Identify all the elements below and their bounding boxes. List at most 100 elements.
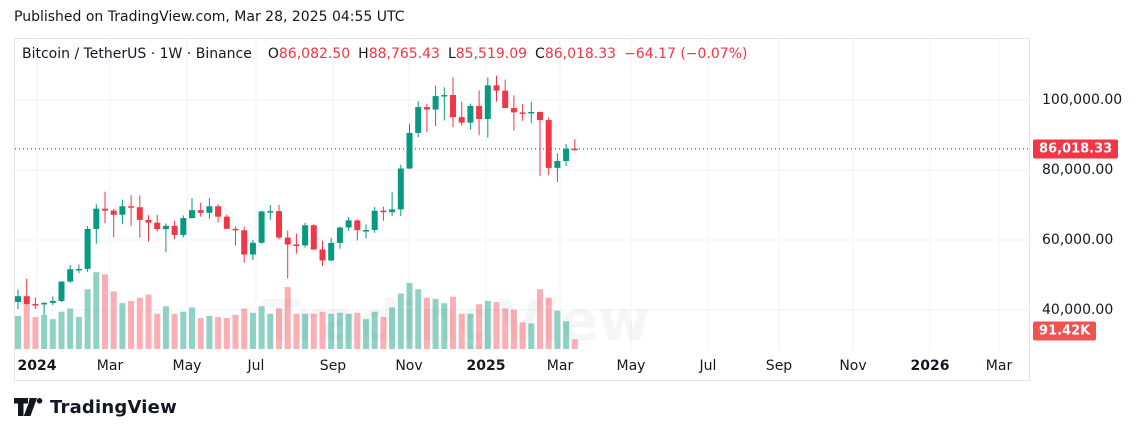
volume-bar [84, 289, 91, 349]
price-scale[interactable]: 86,018.33 91.42K 100,000.00 80,000.00 60,0… [1030, 38, 1143, 381]
time-tick-label: 2025 [466, 358, 506, 374]
volume-bar [128, 301, 135, 349]
candle-body [102, 208, 108, 211]
time-tick-label: May [172, 358, 202, 374]
volume-bar [328, 313, 335, 349]
candle-body [154, 222, 161, 230]
candle-body [58, 281, 65, 301]
time-tick-label: Nov [395, 358, 423, 374]
candle-body [510, 108, 517, 113]
volume-bar [154, 313, 161, 349]
time-tick-label: Nov [839, 358, 867, 374]
volume-bar [67, 308, 74, 349]
candle-body [484, 85, 491, 120]
time-tick-label: Jul [699, 358, 717, 374]
volume-bar [197, 318, 204, 349]
ohlc-label-o: O [267, 46, 279, 62]
chart-panel-border [14, 38, 1030, 381]
candle-body [415, 107, 422, 133]
price-tick-label: 60,000.00 [1042, 232, 1114, 248]
ohlc-value-c: 86,018.33 [544, 46, 617, 62]
price-tick-label: 80,000.00 [1042, 162, 1114, 178]
volume-bar [563, 321, 570, 349]
candle-body [180, 218, 187, 235]
candle-body [389, 209, 396, 213]
volume-bar [571, 339, 578, 349]
volume-bar [545, 297, 552, 349]
volume-bar [363, 319, 369, 349]
time-tick-label: Mar [985, 358, 1013, 374]
volume-bar [458, 313, 465, 349]
volume-bar [502, 308, 509, 349]
candle-body [241, 230, 248, 255]
candle-body [267, 211, 274, 213]
candle-body [319, 249, 326, 261]
candle-body [310, 225, 317, 250]
volume-bar [75, 317, 82, 349]
time-scale[interactable]: 2024 Mar May Jul Sep Nov 2025 Mar May Jul Sep Nov 20… [14, 356, 1030, 380]
volume-bar [293, 313, 300, 349]
time-tick-label: Sep [765, 358, 793, 374]
candle-body [528, 111, 535, 114]
volume-bar [223, 318, 230, 349]
candle-body [276, 211, 282, 238]
volume-bar [180, 311, 187, 349]
volume-bar [267, 313, 274, 349]
volume-bar [276, 308, 282, 349]
time-tick-label: 2024 [17, 358, 57, 374]
volume-bar [136, 297, 143, 349]
candle-body [397, 168, 404, 210]
volume-bar [258, 306, 265, 349]
volume-bar [537, 289, 543, 349]
volume-bar [119, 303, 126, 349]
candle-body [284, 237, 291, 245]
candle-body [119, 206, 126, 215]
candle-body [441, 95, 448, 97]
candle-body [458, 117, 465, 123]
volume-bar [215, 317, 222, 349]
volume-bar [380, 317, 387, 349]
volume-bar [110, 291, 117, 349]
candle-body [23, 296, 30, 305]
volume-bar [302, 313, 309, 349]
volume-bar [241, 308, 248, 349]
candle-body [223, 216, 230, 229]
volume-bar [493, 302, 500, 349]
candle-body [571, 148, 578, 151]
symbol-title[interactable]: Bitcoin / TetherUS · 1W · Binance [22, 46, 252, 62]
candle-body [354, 220, 361, 231]
tradingview-logo-text[interactable]: TradingView [50, 396, 177, 418]
chart-legend[interactable]: Bitcoin / TetherUS · 1W · Binance O86,082… [22, 46, 747, 62]
ohlc-value-o: 86,082.50 [278, 46, 351, 62]
candle-body [171, 225, 178, 235]
candle-body [467, 105, 474, 123]
price-tick-label: 40,000.00 [1042, 302, 1114, 318]
volume-bar [23, 304, 30, 349]
volume-bar [145, 294, 152, 349]
candle-body [249, 242, 256, 255]
candle-body [371, 210, 378, 231]
time-tick-label: Mar [96, 358, 124, 374]
volume-bar [32, 317, 39, 349]
candle-body [563, 148, 570, 161]
volume-bar [354, 312, 361, 349]
candle-body [215, 206, 222, 217]
volume-bar [41, 314, 48, 349]
volume-bar [162, 306, 169, 349]
volume-bar [371, 311, 378, 349]
candle-body [258, 211, 265, 243]
volume-bar [519, 322, 526, 349]
candle-body [49, 300, 56, 303]
volume-bar [310, 313, 317, 349]
candle-body [406, 132, 413, 169]
ohlc-value-h: 88,765.43 [368, 46, 440, 62]
volume-bar [15, 315, 21, 349]
ohlc-value-l: 85,519.09 [455, 46, 528, 62]
volume-bar [58, 311, 65, 349]
tradingview-logo-icon[interactable] [14, 397, 44, 417]
volume-bar [102, 274, 108, 349]
candle-body [162, 225, 169, 230]
tradingview-watermark: TradingView [262, 289, 650, 354]
candle-body [67, 269, 74, 282]
